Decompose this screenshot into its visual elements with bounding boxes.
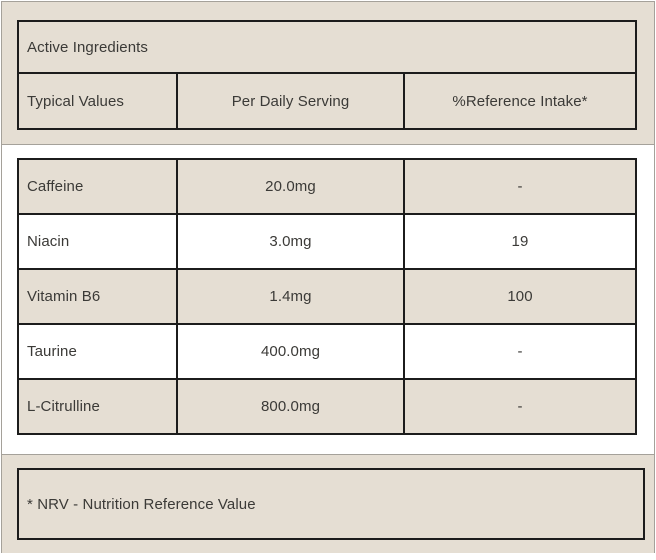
table-row: Taurine 400.0mg - [19,325,635,380]
column-header-reference-intake: %Reference Intake* [452,92,588,110]
table-row: Caffeine 20.0mg - [19,160,635,215]
ingredient-name-cell: Taurine [19,325,178,378]
per-serving-cell: 800.0mg [178,380,405,433]
table-row: Vitamin B6 1.4mg 100 [19,270,635,325]
table-row: Niacin 3.0mg 19 [19,215,635,270]
reference-intake-cell: 100 [507,288,533,305]
section-title: Active Ingredients [27,38,149,56]
per-serving-cell: 1.4mg [178,270,405,323]
reference-intake-cell: 19 [511,233,529,250]
header-table: Active Ingredients Typical Values Per Da… [17,20,637,130]
table-row: L-Citrulline 800.0mg - [19,380,635,433]
reference-intake-cell: - [517,398,523,415]
per-serving-cell: 20.0mg [178,160,405,213]
column-header-per-daily-serving: Per Daily Serving [178,74,405,128]
column-header-row: Typical Values Per Daily Serving %Refere… [19,74,635,128]
per-serving-cell: 3.0mg [178,215,405,268]
footnote-text: * NRV - Nutrition Reference Value [27,495,256,513]
ingredients-table: Caffeine 20.0mg - Niacin 3.0mg 19 [17,158,637,435]
header-panel: Active Ingredients Typical Values Per Da… [2,2,654,145]
footnote-box: * NRV - Nutrition Reference Value [17,468,645,540]
per-serving-cell: 400.0mg [178,325,405,378]
reference-intake-cell: - [517,178,523,195]
ingredient-name-cell: Niacin [19,215,178,268]
ingredient-name-cell: Caffeine [19,160,178,213]
ingredient-name-cell: Vitamin B6 [19,270,178,323]
ingredient-name-cell: L-Citrulline [19,380,178,433]
reference-intake-cell: - [517,343,523,360]
column-header-typical-values: Typical Values [19,74,178,128]
section-title-row: Active Ingredients [19,22,635,74]
footnote-panel: * NRV - Nutrition Reference Value [2,454,654,553]
